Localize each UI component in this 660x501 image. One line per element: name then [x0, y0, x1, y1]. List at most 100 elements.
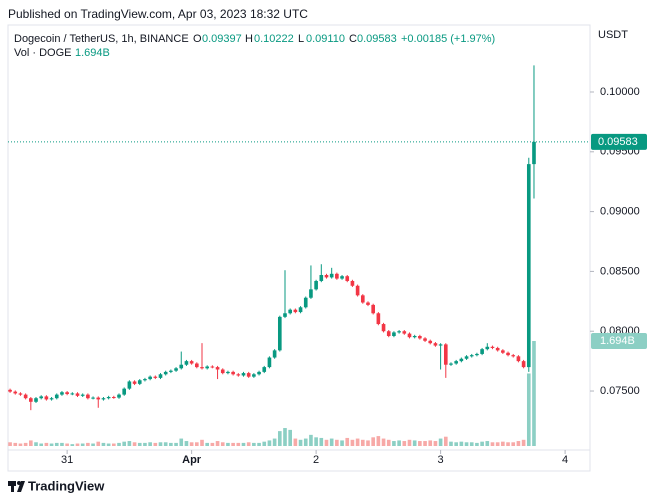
candle-body	[314, 280, 318, 290]
candle-body	[200, 367, 204, 369]
candle-body	[18, 393, 23, 395]
volume-bar	[397, 440, 401, 446]
volume-bar	[314, 437, 318, 446]
candle-body	[252, 374, 256, 377]
candle-body	[236, 374, 241, 376]
candle-body	[464, 356, 469, 359]
candle-body	[44, 396, 49, 400]
volume-bar	[392, 441, 396, 446]
volume-bar	[438, 438, 443, 446]
published-note: Published on TradingView.com, Apr 03, 20…	[8, 7, 308, 21]
symbol: Dogecoin / TetherUS, 1h, BINANCE	[14, 33, 189, 45]
volume-bar	[132, 442, 137, 446]
x-tick-label: 2	[313, 454, 319, 466]
volume-bar	[526, 373, 531, 446]
candle-body	[257, 371, 261, 375]
volume-bar	[44, 442, 49, 446]
volume-bar	[163, 442, 168, 446]
candle-body	[418, 336, 422, 339]
candle-body	[91, 397, 95, 399]
volume-bar	[293, 438, 298, 446]
volume-bar	[70, 444, 75, 446]
low-label: L	[298, 33, 304, 45]
candle-body	[122, 388, 127, 395]
volume-bar	[257, 442, 261, 446]
candle-body	[163, 371, 168, 375]
volume-bar	[8, 442, 12, 446]
last-price-tag	[591, 133, 647, 150]
plot-border	[7, 24, 591, 472]
candle-body	[86, 394, 90, 399]
candle-body	[277, 316, 282, 351]
volume-bar	[23, 442, 28, 446]
candle-body	[80, 394, 85, 396]
volume-bar	[381, 438, 386, 446]
candle-body	[360, 295, 365, 303]
volume-bar	[205, 442, 210, 446]
volume-bar	[34, 442, 38, 446]
candle-body	[194, 363, 199, 368]
candle-body	[262, 367, 267, 372]
candle-body	[386, 331, 391, 337]
volume-bar	[75, 443, 80, 446]
volume-bar	[288, 429, 292, 446]
last-price-label: 0.09583	[598, 136, 638, 148]
volume-bar	[402, 441, 407, 446]
candle-body	[54, 394, 59, 399]
volume-bar	[117, 442, 121, 446]
volume-bar	[158, 442, 163, 446]
volume-bar	[106, 443, 111, 446]
volume-bar	[480, 441, 484, 446]
candle-body	[288, 309, 292, 314]
high-value: 0.10222	[254, 33, 294, 45]
volume-value: 1.694B	[75, 47, 110, 59]
volume-bar	[506, 442, 510, 446]
low-value: 0.09110	[306, 33, 345, 45]
volume-bar	[469, 442, 474, 446]
candle-body	[75, 393, 80, 396]
y-tick-label: 0.09000	[600, 206, 640, 218]
volume-bar	[418, 441, 422, 446]
currency: USDT	[598, 29, 628, 41]
candle-body	[70, 393, 75, 395]
candle-body	[184, 361, 189, 365]
candle-body	[49, 398, 54, 400]
last-volume-tag	[591, 333, 647, 349]
candle-body	[283, 313, 287, 317]
candle-body	[475, 353, 479, 356]
candle-body	[158, 374, 163, 378]
candle-body	[355, 285, 360, 296]
volume-bar	[277, 431, 282, 446]
candle-body	[148, 376, 152, 380]
volume-bar	[148, 442, 152, 446]
volume-bar	[241, 442, 246, 446]
volume-bar	[516, 441, 521, 446]
candle-body	[329, 273, 334, 278]
volume-bar	[272, 438, 277, 446]
volume-bar	[355, 438, 360, 446]
candle-body	[65, 392, 69, 395]
candle-body	[132, 381, 137, 384]
candle-body	[402, 331, 407, 334]
candle-body	[205, 366, 210, 369]
candle-body	[433, 343, 438, 346]
volume-bar	[350, 439, 355, 446]
volume-bar	[298, 439, 303, 446]
volume-bar	[153, 442, 158, 446]
candle-body	[34, 398, 38, 402]
volume-bar	[226, 442, 230, 446]
candle-body	[501, 350, 505, 353]
volume-bar	[13, 442, 18, 446]
volume-bar	[319, 437, 324, 446]
volume-bar	[29, 440, 33, 446]
y-tick-label: 0.10000	[600, 86, 640, 98]
candle-body	[60, 392, 64, 395]
volume-bar	[376, 436, 381, 446]
volume-bar	[252, 442, 256, 446]
candle-body	[96, 397, 101, 400]
volume-bar	[49, 443, 54, 446]
candle-body	[454, 361, 458, 364]
y-tick-label: 0.07500	[600, 385, 640, 397]
candle-body	[340, 276, 344, 279]
